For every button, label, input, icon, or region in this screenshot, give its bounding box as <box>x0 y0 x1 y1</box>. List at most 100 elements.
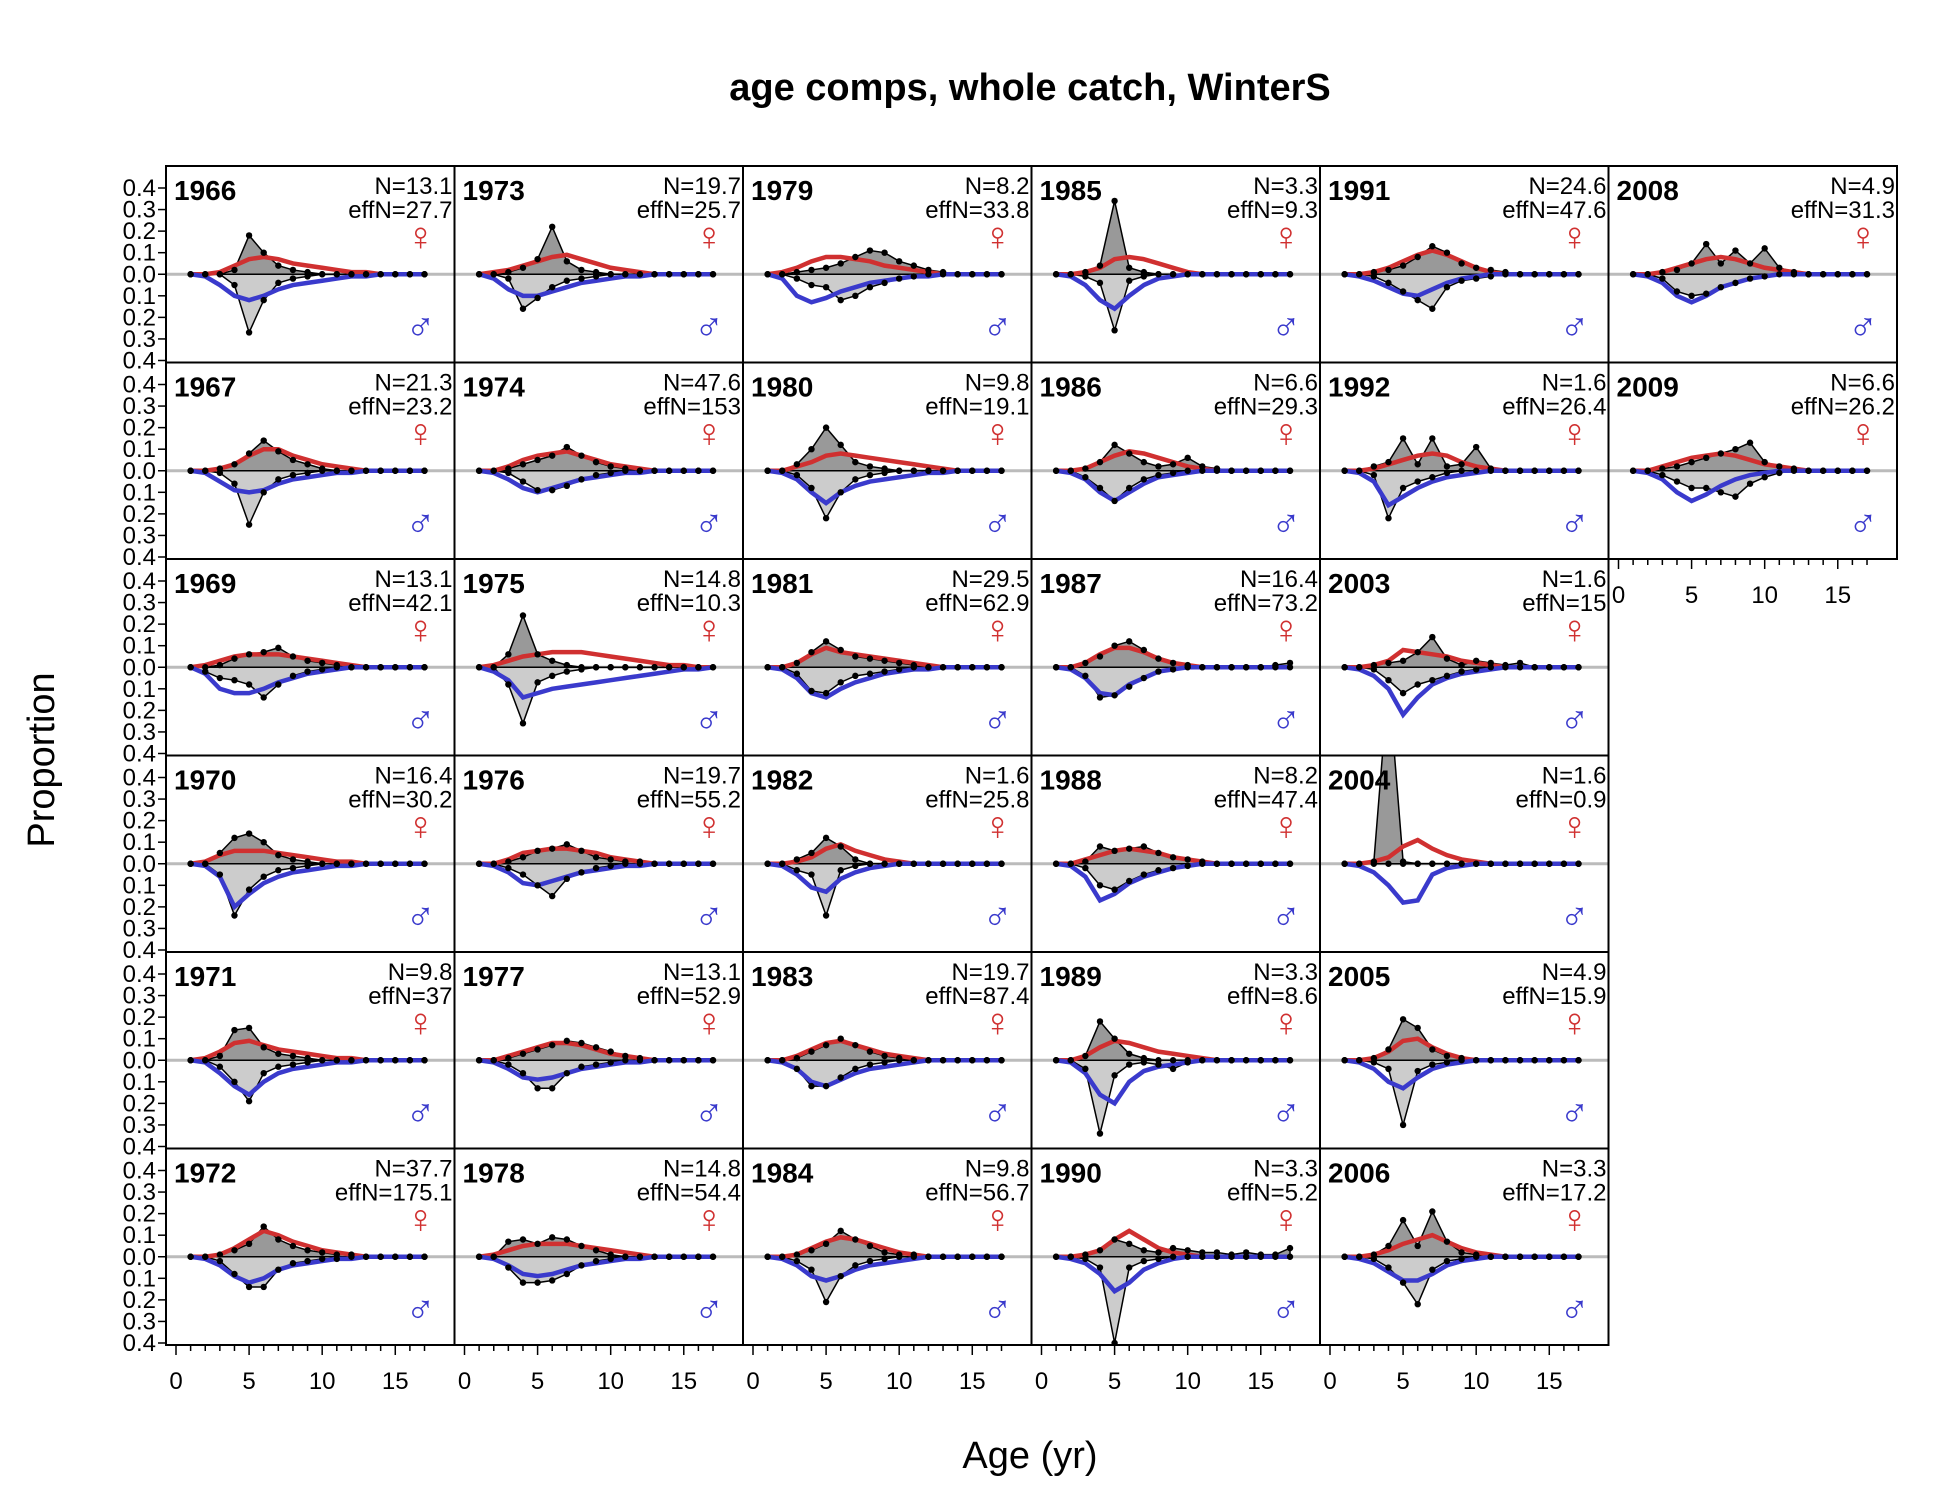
female-obs-point <box>1286 1244 1294 1252</box>
male-obs-point <box>1169 1253 1177 1260</box>
female-obs-point <box>1140 843 1148 850</box>
panel-n-label: N=24.6 <box>1528 173 1606 200</box>
y-tick-label: 0.1 <box>123 283 156 310</box>
y-tick-label: 0.4 <box>123 741 156 768</box>
male-obs-point <box>1863 271 1871 278</box>
male-obs-point <box>680 1253 687 1260</box>
female-obs-point <box>1717 260 1725 267</box>
panel-year-label: 1986 <box>1040 372 1102 403</box>
female-obs-point <box>1414 461 1421 468</box>
female-obs-point <box>289 1052 297 1060</box>
female-obs-point <box>1111 1035 1118 1042</box>
male-fit-line <box>1344 468 1579 509</box>
female-symbol-icon: ♀ <box>406 805 436 849</box>
male-obs-point <box>245 329 253 336</box>
male-obs-point <box>377 860 384 867</box>
female-symbol-icon: ♀ <box>406 412 436 456</box>
male-obs-point <box>793 1065 801 1073</box>
male-obs-point <box>519 1279 527 1286</box>
male-obs-point <box>969 664 976 671</box>
male-obs-point <box>969 1057 976 1064</box>
female-obs-point <box>216 1251 224 1258</box>
panel-year-label: 2003 <box>1328 568 1390 599</box>
male-obs-point <box>1472 275 1480 282</box>
panel-effn-label: effN=27.7 <box>348 197 452 224</box>
female-symbol-icon: ♀ <box>1848 412 1878 456</box>
y-tick-label: 0.1 <box>123 1069 156 1096</box>
male-obs-point <box>1414 1067 1421 1075</box>
male-obs-point <box>808 687 815 695</box>
x-axis-title: Age (yr) <box>962 1435 1097 1477</box>
female-obs-point <box>1659 268 1666 276</box>
female-obs-point <box>563 1236 571 1243</box>
male-obs-point <box>793 867 801 874</box>
y-tick-label: 0.2 <box>123 1287 156 1314</box>
male-obs-point <box>1399 484 1407 492</box>
male-symbol-icon: ♂ <box>406 1288 436 1332</box>
panel-effn-label: effN=87.4 <box>925 983 1029 1010</box>
panel-n-label: N=3.3 <box>1542 1156 1607 1183</box>
male-obs-point <box>1140 1257 1148 1265</box>
female-obs-point <box>505 858 512 865</box>
female-obs-point <box>519 1236 527 1243</box>
male-obs-point <box>216 1063 224 1070</box>
x-tick-label: 5 <box>819 1368 832 1395</box>
male-obs-point <box>406 1253 414 1260</box>
female-symbol-icon: ♀ <box>1271 1198 1301 1242</box>
male-obs-point <box>1659 275 1666 282</box>
male-obs-point <box>1414 860 1421 867</box>
male-symbol-icon: ♂ <box>1848 502 1878 546</box>
y-tick-label: 0.2 <box>123 1201 156 1228</box>
panel-effn-label: effN=15.9 <box>1502 983 1606 1010</box>
male-obs-point <box>519 478 527 485</box>
female-obs-point <box>592 854 600 861</box>
male-obs-point <box>651 271 658 278</box>
male-obs-point <box>1140 273 1148 280</box>
male-obs-point <box>1458 277 1465 284</box>
male-obs-point <box>1560 467 1568 474</box>
male-obs-point <box>1111 327 1118 334</box>
male-obs-point <box>1126 877 1133 885</box>
male-symbol-icon: ♂ <box>406 699 436 743</box>
panel-n-label: N=1.6 <box>1542 763 1607 790</box>
male-obs-point <box>549 486 556 494</box>
male-obs-point <box>1140 1059 1148 1066</box>
panel-effn-label: effN=30.2 <box>348 787 452 814</box>
male-obs-point <box>1126 683 1133 690</box>
y-tick-label: 0.3 <box>123 719 156 746</box>
male-obs-point <box>1242 860 1250 867</box>
male-obs-point <box>779 1057 786 1064</box>
male-obs-point <box>969 860 976 867</box>
female-obs-point <box>822 834 830 842</box>
male-obs-point <box>549 672 556 680</box>
male-obs-point <box>779 1253 786 1260</box>
male-obs-point <box>1213 664 1221 671</box>
male-obs-point <box>1082 474 1089 481</box>
male-obs-point <box>1155 1061 1162 1068</box>
male-obs-point <box>304 1257 311 1265</box>
male-obs-point <box>1399 689 1407 697</box>
female-obs-point <box>1458 260 1465 267</box>
male-symbol-icon: ♂ <box>406 895 436 939</box>
female-obs-point <box>822 264 830 271</box>
panel-plot-1980 <box>743 424 1032 522</box>
panel-effn-label: effN=47.6 <box>1502 197 1606 224</box>
male-obs-point <box>421 271 428 278</box>
male-obs-point <box>866 283 874 291</box>
male-obs-point <box>1688 484 1695 492</box>
male-obs-point <box>362 860 370 867</box>
male-obs-point <box>333 467 341 474</box>
male-obs-point <box>1096 279 1104 287</box>
panel-n-label: N=9.8 <box>965 370 1030 397</box>
panel-n-label: N=1.6 <box>1542 370 1607 397</box>
panel-plot-1973 <box>454 223 743 312</box>
male-obs-point <box>392 1057 399 1064</box>
female-obs-point <box>1399 1016 1407 1023</box>
male-obs-point <box>1790 467 1798 474</box>
female-symbol-icon: ♀ <box>983 215 1013 259</box>
panel-effn-label: effN=62.9 <box>925 590 1029 617</box>
male-obs-point <box>983 1057 991 1064</box>
